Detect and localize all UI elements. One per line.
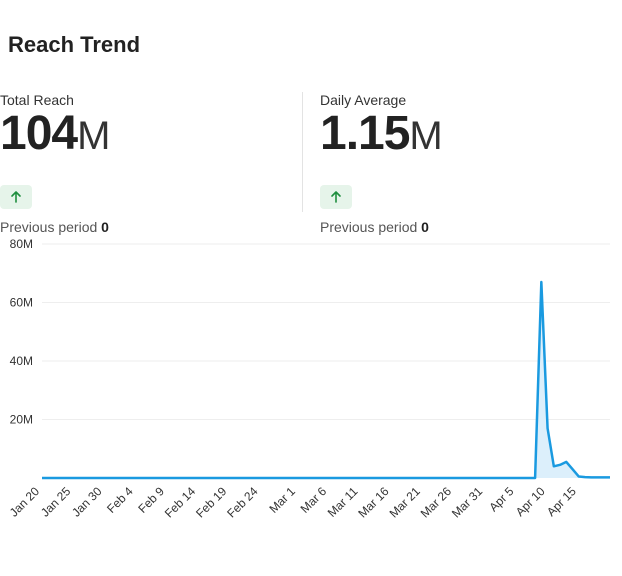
series-line xyxy=(42,280,610,480)
x-tick-label: Jan 30 xyxy=(69,484,105,520)
previous-period-label: Previous period xyxy=(0,219,98,235)
metric-divider xyxy=(302,92,303,212)
arrow-up-icon xyxy=(331,191,341,203)
x-tick-label: Apr 10 xyxy=(513,484,548,519)
previous-period: Previous period 0 xyxy=(0,219,300,235)
arrow-up-icon xyxy=(11,191,21,203)
x-tick-label: Mar 1 xyxy=(266,484,298,516)
total-reach-label: Total Reach xyxy=(0,92,74,108)
x-tick-label: Apr 15 xyxy=(544,484,579,519)
previous-period-value: 0 xyxy=(101,219,109,235)
x-tick-label: Mar 11 xyxy=(325,484,361,520)
total-reach-value: 104M xyxy=(0,110,300,169)
daily-average-unit: M xyxy=(409,114,443,158)
x-tick-label: Mar 31 xyxy=(449,484,486,521)
series-area xyxy=(42,282,610,478)
previous-period-label: Previous period xyxy=(320,219,418,235)
x-tick-label: Feb 19 xyxy=(193,484,230,521)
previous-period-value: 0 xyxy=(421,219,429,235)
total-reach-card: Total Reach 104M Previous period 0 xyxy=(0,92,300,235)
total-reach-number: 104 xyxy=(0,107,78,160)
y-tick-label: 60M xyxy=(10,296,33,310)
y-tick-label: 80M xyxy=(10,237,33,251)
page-title: Reach Trend xyxy=(8,32,141,57)
daily-average-label: Daily Average xyxy=(320,92,407,108)
x-tick-label: Jan 25 xyxy=(38,484,74,520)
x-tick-label: Feb 24 xyxy=(224,484,261,521)
x-tick-label: Mar 21 xyxy=(387,484,424,521)
trend-badge xyxy=(320,185,352,209)
x-tick-label: Feb 4 xyxy=(104,484,136,516)
previous-period: Previous period 0 xyxy=(320,219,620,235)
daily-average-value: 1.15M xyxy=(320,110,620,169)
daily-average-card: Daily Average 1.15M Previous period 0 xyxy=(320,92,620,235)
y-tick-label: 40M xyxy=(10,354,33,368)
x-tick-label: Feb 14 xyxy=(162,484,199,521)
daily-average-number: 1.15 xyxy=(320,107,410,160)
x-tick-label: Mar 16 xyxy=(355,484,392,521)
total-reach-unit: M xyxy=(77,114,111,158)
x-tick-label: Jan 20 xyxy=(7,484,43,520)
trend-badge xyxy=(0,185,32,209)
y-tick-label: 20M xyxy=(10,413,33,427)
x-tick-label: Mar 26 xyxy=(418,484,455,521)
